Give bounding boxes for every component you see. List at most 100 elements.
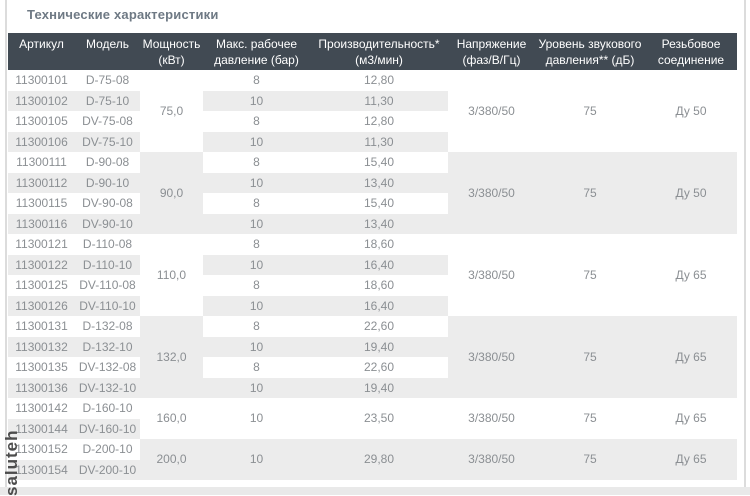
table-row: 11300112 D-90-10 10 13,40 [8, 172, 737, 194]
table-row: 11300126 DV-110-10 10 16,40 [8, 295, 737, 317]
article-cell: 11300125 [8, 275, 75, 296]
noise-cell: 75 [535, 152, 645, 235]
pressure-cell: 10 [203, 213, 310, 235]
pressure-cell: 8 [203, 316, 310, 337]
model-cell: DV-75-08 [75, 111, 140, 132]
connection-cell: Ду 65 [645, 439, 737, 481]
model-cell: DV-110-10 [75, 295, 140, 317]
model-cell: D-90-10 [75, 172, 140, 194]
pressure-cell: 8 [203, 234, 310, 255]
pressure-cell: 10 [203, 336, 310, 358]
connection-cell: Ду 65 [645, 234, 737, 317]
noise-cell: 75 [535, 70, 645, 153]
table-row: 11300144 DV-160-10 [8, 418, 737, 440]
capacity-cell: 19,40 [310, 377, 448, 399]
pressure-cell: 8 [203, 357, 310, 378]
capacity-cell: 12,80 [310, 70, 448, 91]
noise-cell: 75 [535, 234, 645, 317]
spec-table-body: 11300101 D-75-08 75,0 8 12,80 3/380/50 75 Ду 50… [8, 70, 737, 481]
page-right-border [744, 0, 746, 495]
model-cell: D-75-08 [75, 70, 140, 91]
connection-cell: Ду 50 [645, 152, 737, 235]
capacity-cell: 11,30 [310, 90, 448, 112]
article-cell: 11300135 [8, 357, 75, 378]
article-cell: 11300105 [8, 111, 75, 132]
capacity-cell: 15,40 [310, 152, 448, 173]
capacity-cell: 15,40 [310, 193, 448, 214]
article-cell: 11300131 [8, 316, 75, 337]
table-row: 11300122 D-110-10 10 16,40 [8, 254, 737, 276]
table-row: 11300152 D-200-10 200,0 10 29,80 3/380/50 75 Ду… [8, 439, 737, 481]
model-cell: DV-160-10 [75, 418, 140, 440]
table-row: 11300102 D-75-10 10 11,30 [8, 90, 737, 112]
article-cell: 11300106 [8, 131, 75, 153]
article-cell: 11300132 [8, 336, 75, 358]
model-cell: D-110-10 [75, 254, 140, 276]
power-cell: 160,0 [140, 398, 203, 440]
page-title: Технические характеристики [27, 7, 219, 22]
table-row: 11300101 D-75-08 75,0 8 12,80 3/380/50 75 Ду 50 [8, 70, 737, 153]
model-cell: DV-200-10 [75, 459, 140, 481]
model-cell: D-110-08 [75, 234, 140, 255]
table-row: 11300125 DV-110-08 8 18,60 [8, 275, 737, 296]
article-cell: 11300121 [8, 234, 75, 255]
article-cell: 11300101 [8, 70, 75, 91]
connection-cell: Ду 65 [645, 316, 737, 399]
model-cell: DV-90-10 [75, 213, 140, 235]
capacity-cell: 12,80 [310, 111, 448, 132]
pressure-cell: 10 [203, 131, 310, 153]
article-cell: 11300142 [8, 398, 75, 419]
model-cell: D-132-08 [75, 316, 140, 337]
power-cell: 110,0 [140, 234, 203, 317]
article-cell: 11300152 [8, 439, 75, 460]
model-cell: DV-75-10 [75, 131, 140, 153]
table-row: 11300115 DV-90-08 8 15,40 [8, 193, 737, 214]
pressure-cell: 10 [203, 90, 310, 112]
model-cell: DV-90-08 [75, 193, 140, 214]
voltage-cell: 3/380/50 [448, 70, 535, 153]
capacity-cell: 29,80 [310, 439, 448, 481]
model-cell: DV-110-08 [75, 275, 140, 296]
capacity-cell: 13,40 [310, 172, 448, 194]
pressure-cell: 10 [203, 254, 310, 276]
model-cell: DV-132-08 [75, 357, 140, 378]
capacity-cell: 23,50 [310, 398, 448, 440]
capacity-cell: 18,60 [310, 275, 448, 296]
page-left-border [5, 0, 7, 495]
connection-cell: Ду 65 [645, 398, 737, 440]
table-row: 11300132 D-132-10 10 19,40 [8, 336, 737, 358]
spec-table-header: Артикул Модель Мощность (кВт) Макс. рабочее… [8, 33, 737, 71]
model-cell: DV-132-10 [75, 377, 140, 399]
table-row: 11300131 D-132-08 132,0 8 22,60 3/380/50 75 Ду … [8, 316, 737, 399]
capacity-cell: 13,40 [310, 213, 448, 235]
model-cell: D-200-10 [75, 439, 140, 460]
table-row: 11300116 DV-90-10 10 13,40 [8, 213, 737, 235]
article-cell: 11300154 [8, 459, 75, 481]
capacity-cell: 11,30 [310, 131, 448, 153]
pressure-cell: 10 [203, 398, 310, 440]
table-row: 11300111 D-90-08 90,0 8 15,40 3/380/50 75 Ду 50 [8, 152, 737, 235]
voltage-cell: 3/380/50 [448, 439, 535, 481]
table-row: 11300105 DV-75-08 8 12,80 [8, 111, 737, 132]
voltage-cell: 3/380/50 [448, 398, 535, 440]
pressure-cell: 8 [203, 193, 310, 214]
watermark-text: saluteh [2, 429, 21, 496]
pressure-cell: 10 [203, 439, 310, 481]
table-row: 11300154 DV-200-10 [8, 459, 737, 481]
article-cell: 11300116 [8, 213, 75, 235]
capacity-cell: 16,40 [310, 295, 448, 317]
voltage-cell: 3/380/50 [448, 316, 535, 399]
pressure-cell: 8 [203, 275, 310, 296]
voltage-cell: 3/380/50 [448, 234, 535, 317]
pressure-cell: 8 [203, 70, 310, 91]
article-cell: 11300112 [8, 172, 75, 194]
power-cell: 75,0 [140, 70, 203, 153]
capacity-cell: 22,60 [310, 357, 448, 378]
power-cell: 132,0 [140, 316, 203, 399]
noise-cell: 75 [535, 439, 645, 481]
model-cell: D-132-10 [75, 336, 140, 358]
pressure-cell: 10 [203, 295, 310, 317]
pressure-cell: 10 [203, 377, 310, 399]
power-cell: 200,0 [140, 439, 203, 481]
article-cell: 11300115 [8, 193, 75, 214]
